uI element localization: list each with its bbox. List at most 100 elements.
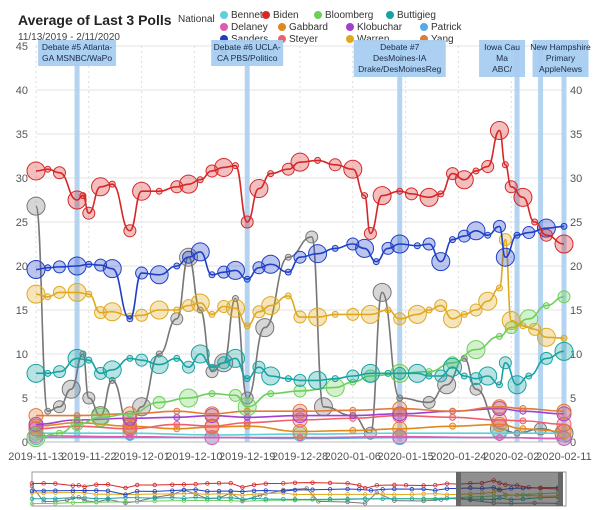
data-point-buttigieg[interactable] (407, 363, 427, 383)
data-point-steyer[interactable] (204, 418, 220, 434)
data-point-bloomberg[interactable] (466, 340, 486, 360)
data-point-yang[interactable] (292, 403, 308, 419)
data-point-warren[interactable] (393, 312, 407, 326)
data-point-buttigieg[interactable] (225, 348, 245, 368)
data-point-biden[interactable] (454, 170, 474, 190)
data-point-warren[interactable] (261, 296, 281, 316)
data-point-undecref[interactable] (44, 407, 52, 415)
data-point-warren[interactable] (67, 282, 87, 302)
data-point-steyer[interactable] (491, 412, 507, 428)
data-point-buttigieg[interactable] (360, 363, 380, 383)
data-point-biden[interactable] (513, 187, 533, 207)
data-point-sanders[interactable] (126, 315, 134, 323)
data-point-sanders[interactable] (190, 242, 210, 262)
data-point-sanders[interactable] (102, 259, 122, 279)
legend-item-bennet[interactable]: Bennet (220, 10, 263, 21)
data-point-sanders[interactable] (372, 258, 380, 266)
data-point-bloomberg[interactable] (70, 417, 84, 431)
data-point-buttigieg[interactable] (85, 356, 93, 364)
data-point-biden[interactable] (214, 157, 234, 177)
data-point-delaney[interactable] (495, 434, 503, 442)
data-point-sanders[interactable] (422, 237, 436, 251)
data-point-bloomberg[interactable] (267, 390, 275, 398)
data-point-buttigieg[interactable] (67, 348, 87, 368)
data-point-undecref[interactable] (372, 282, 392, 302)
data-point-sanders[interactable] (208, 271, 216, 279)
data-point-steyer[interactable] (173, 420, 181, 428)
data-point-sanders[interactable] (390, 234, 410, 254)
data-point-sanders[interactable] (52, 260, 66, 274)
data-point-warren[interactable] (135, 308, 149, 322)
data-point-buttigieg[interactable] (102, 360, 122, 380)
data-point-biden[interactable] (501, 161, 509, 169)
data-point-buttigieg[interactable] (346, 369, 360, 383)
data-point-sanders[interactable] (67, 256, 87, 276)
data-point-gabbard[interactable] (349, 427, 357, 435)
data-point-biden[interactable] (82, 206, 96, 220)
data-point-buttigieg[interactable] (243, 375, 251, 383)
data-point-warren[interactable] (173, 306, 181, 314)
data-point-sanders[interactable] (513, 231, 521, 239)
data-point-warren[interactable] (149, 300, 169, 320)
data-point-buttigieg[interactable] (434, 369, 448, 383)
data-point-buttigieg[interactable] (52, 365, 66, 379)
data-point-gabbard[interactable] (449, 422, 457, 430)
legend-item-buttigieg[interactable]: Buttigieg (386, 10, 436, 21)
data-point-biden[interactable] (240, 215, 254, 229)
data-point-biden[interactable] (404, 187, 418, 201)
data-point-biden[interactable] (155, 187, 163, 195)
data-point-warren[interactable] (501, 311, 521, 331)
navigator-handle-left[interactable] (456, 472, 461, 506)
data-point-sanders[interactable] (44, 264, 52, 272)
data-point-undecref[interactable] (52, 400, 66, 414)
data-point-undecref[interactable] (469, 382, 483, 396)
data-point-warren[interactable] (478, 291, 498, 311)
data-point-sanders[interactable] (413, 242, 421, 250)
data-point-biden[interactable] (290, 152, 310, 172)
data-point-warren[interactable] (243, 322, 251, 330)
data-point-warren[interactable] (360, 304, 380, 324)
data-point-yang[interactable] (243, 407, 251, 415)
data-point-bloomberg[interactable] (542, 302, 550, 310)
data-point-buttigieg[interactable] (208, 363, 216, 371)
data-point-bloomberg[interactable] (152, 395, 166, 409)
data-point-biden[interactable] (249, 179, 269, 199)
data-point-undecref[interactable] (422, 395, 436, 409)
data-point-sanders[interactable] (466, 221, 486, 241)
data-point-klobuchar[interactable] (349, 412, 357, 420)
data-point-biden[interactable] (196, 176, 204, 184)
data-point-buttigieg[interactable] (308, 370, 328, 390)
data-point-buttigieg[interactable] (331, 375, 339, 383)
data-point-sanders[interactable] (492, 219, 506, 233)
data-point-steyer[interactable] (519, 417, 527, 425)
data-point-warren[interactable] (407, 304, 427, 324)
data-point-warren[interactable] (44, 293, 52, 301)
data-point-buttigieg[interactable] (478, 366, 498, 386)
data-point-biden[interactable] (343, 159, 363, 179)
data-point-sanders[interactable] (355, 238, 375, 258)
data-point-buttigieg[interactable] (284, 375, 292, 383)
data-point-buttigieg[interactable] (498, 356, 512, 370)
data-point-buttigieg[interactable] (173, 354, 181, 362)
data-point-undecref[interactable] (396, 394, 404, 402)
data-point-biden[interactable] (437, 190, 445, 198)
data-point-bloomberg[interactable] (126, 410, 134, 418)
data-point-undecref[interactable] (305, 230, 319, 244)
data-point-yang[interactable] (73, 412, 81, 420)
data-point-bloomberg[interactable] (179, 388, 199, 408)
data-point-sanders[interactable] (484, 231, 492, 239)
data-point-gabbard[interactable] (491, 416, 507, 432)
data-point-buttigieg[interactable] (507, 375, 527, 395)
data-point-undecref[interactable] (255, 318, 275, 338)
data-point-warren[interactable] (308, 307, 328, 327)
data-point-undecref[interactable] (170, 312, 184, 326)
data-point-bloomberg[interactable] (91, 407, 111, 427)
data-point-warren[interactable] (293, 310, 307, 324)
data-point-sanders[interactable] (431, 252, 451, 272)
data-point-bloomberg[interactable] (237, 397, 257, 417)
data-point-buttigieg[interactable] (44, 369, 52, 377)
navigator-selection[interactable] (460, 472, 560, 506)
data-point-biden[interactable] (267, 170, 275, 178)
data-point-delaney[interactable] (392, 429, 408, 445)
data-point-buttigieg[interactable] (293, 373, 307, 387)
